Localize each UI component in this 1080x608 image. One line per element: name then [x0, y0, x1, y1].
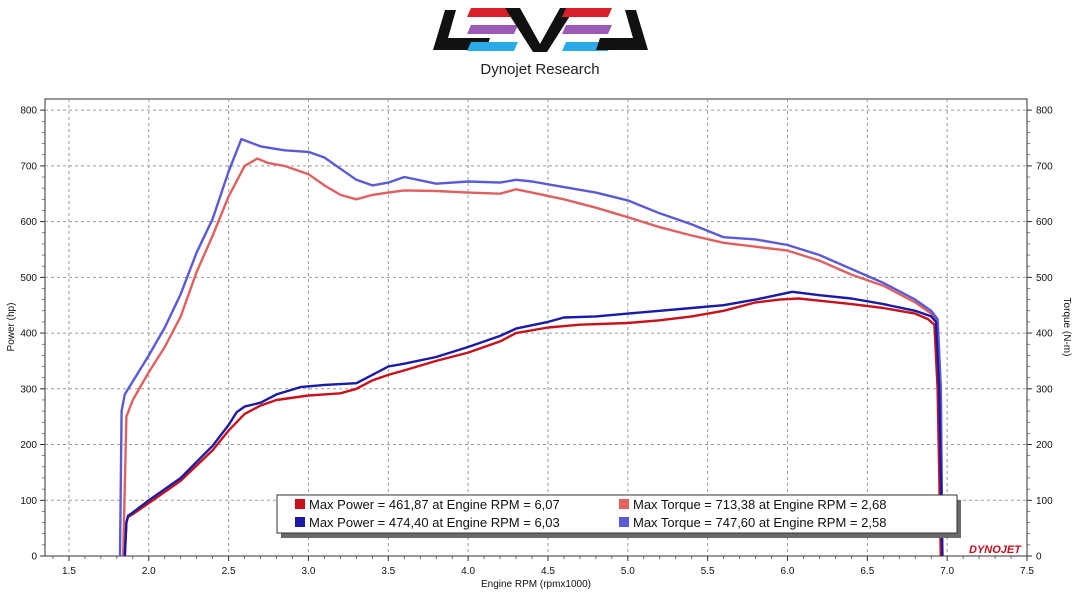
legend: Max Power = 461,87 at Engine RPM = 6,07 …	[276, 494, 961, 538]
plot-area	[44, 98, 1028, 557]
legend-swatch-power-run-1	[295, 499, 305, 509]
x-tick-label: 3.5	[381, 566, 395, 577]
y-axis-left-ticks: 0 100 200 300 400 500 600 700 800	[20, 106, 45, 563]
y-right-tick-label: 200	[1036, 440, 1053, 451]
y-right-tick-label: 800	[1036, 106, 1053, 117]
y-left-tick-label: 400	[20, 329, 37, 340]
y-left-tick-label: 600	[20, 217, 37, 228]
x-axis-ticks: 1.5 2.0 2.5 3.0 3.5 4.0 4.5 5.0 5.5 6.0 6.5 7.0 7.5	[52, 556, 1034, 577]
y-right-tick-label: 700	[1036, 161, 1053, 172]
y-axis-left-title: Power (hp)	[6, 303, 17, 352]
y-left-tick-label: 0	[31, 552, 37, 563]
x-tick-label: 2.0	[142, 566, 156, 577]
y-left-tick-label: 300	[20, 384, 37, 395]
x-tick-label: 5.5	[701, 566, 715, 577]
x-axis-title: Engine RPM (rpmx1000)	[481, 579, 591, 590]
x-tick-label: 2.5	[222, 566, 236, 577]
legend-label-power-run-2: Max Power = 474,40 at Engine RPM = 6,03	[309, 515, 560, 530]
logo-bar-red-2	[562, 8, 612, 17]
y-right-tick-label: 0	[1036, 552, 1042, 563]
logo-bar-purple-1	[467, 25, 518, 34]
x-tick-label: 7.5	[1020, 566, 1034, 577]
y-right-tick-label: 500	[1036, 273, 1053, 284]
logo-letter-l-mirrored	[596, 10, 648, 50]
x-tick-label: 4.5	[541, 566, 555, 577]
legend-label-torque-run-1: Max Torque = 713,38 at Engine RPM = 2,68	[633, 497, 886, 512]
series-line-power-run-1	[123, 297, 942, 557]
x-tick-label: 3.0	[302, 566, 316, 577]
x-tick-label: 4.0	[461, 566, 475, 577]
logo-bar-purple-2	[562, 25, 612, 34]
dynojet-watermark: DYNOJET	[969, 544, 1022, 556]
x-tick-label: 7.0	[940, 566, 954, 577]
logo-bar-red-1	[467, 8, 518, 17]
x-tick-label: 1.5	[62, 566, 76, 577]
legend-swatch-torque-run-2	[619, 517, 629, 527]
y-right-tick-label: 100	[1036, 496, 1053, 507]
legend-swatch-power-run-2	[295, 517, 305, 527]
legend-label-torque-run-2: Max Torque = 747,60 at Engine RPM = 2,58	[633, 515, 886, 530]
y-left-tick-label: 800	[20, 106, 37, 117]
logo-letter-l	[433, 10, 490, 50]
y-right-tick-label: 600	[1036, 217, 1053, 228]
y-left-tick-label: 100	[20, 496, 37, 507]
y-left-tick-label: 200	[20, 440, 37, 451]
y-axis-right-ticks: 0 100 200 300 400 500 600 700 800	[1027, 106, 1053, 563]
legend-label-power-run-1: Max Power = 461,87 at Engine RPM = 6,07	[309, 497, 560, 512]
series-lines	[118, 137, 944, 557]
y-left-tick-label: 500	[20, 273, 37, 284]
logo-letter-v	[505, 8, 575, 52]
legend-swatch-torque-run-1	[619, 499, 629, 509]
x-tick-label: 5.0	[621, 566, 635, 577]
x-tick-label: 6.0	[781, 566, 795, 577]
chart-subtitle: Dynojet Research	[480, 61, 599, 78]
logo-bar-blue-1	[467, 42, 518, 51]
series-line-torque-run-2	[118, 137, 944, 557]
y-right-tick-label: 300	[1036, 384, 1053, 395]
y-left-tick-label: 700	[20, 161, 37, 172]
series-line-torque-run-1	[122, 157, 944, 557]
y-axis-right-title: Torque (N-m)	[1061, 298, 1072, 357]
x-tick-label: 6.5	[860, 566, 874, 577]
y-right-tick-label: 400	[1036, 329, 1053, 340]
level-logo	[433, 8, 648, 52]
series-line-power-run-2	[123, 290, 944, 557]
